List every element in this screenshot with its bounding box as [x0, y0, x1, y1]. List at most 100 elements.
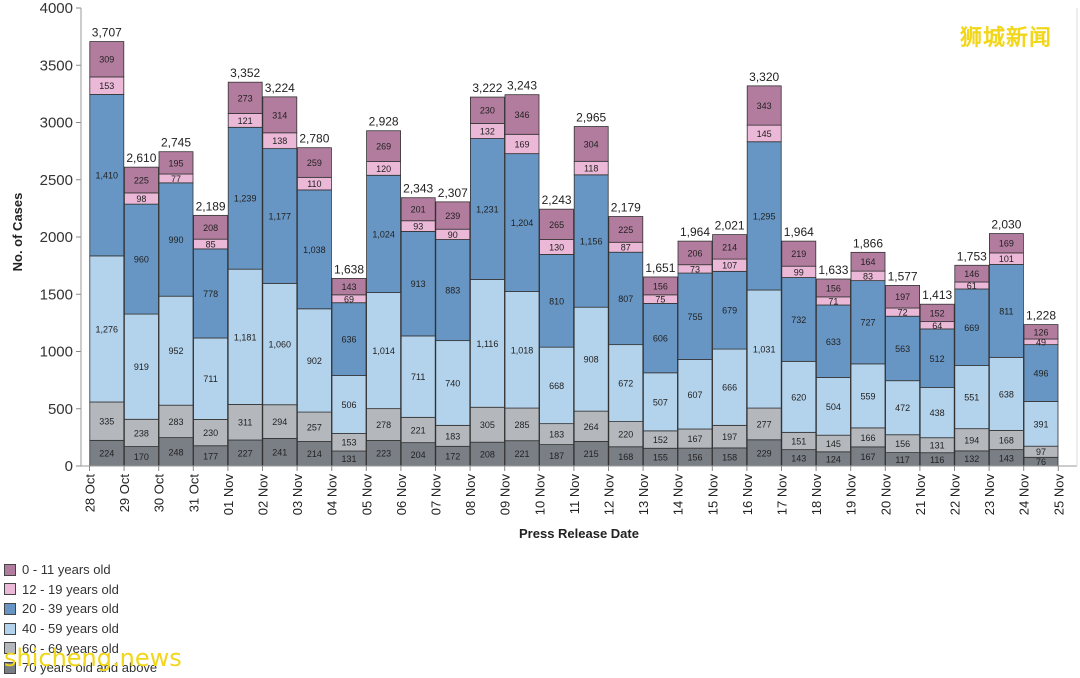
x-tick-label: 09 Nov — [498, 474, 513, 516]
segment-label: 264 — [584, 422, 599, 432]
segment-label: 269 — [376, 142, 391, 152]
segment-label: 229 — [757, 448, 772, 458]
bar-segment — [746, 439, 782, 467]
segment-label: 1,276 — [96, 324, 119, 334]
segment-label: 153 — [99, 81, 114, 91]
segment-label: 620 — [791, 392, 806, 402]
segment-label: 183 — [549, 430, 564, 440]
segment-label: 107 — [722, 261, 737, 271]
bar-segment — [608, 344, 644, 422]
bar-total-label: 2,179 — [611, 201, 641, 215]
x-tick-label: 20 Nov — [878, 474, 893, 516]
y-tick-label: 1500 — [40, 286, 73, 303]
bar-segment — [89, 401, 125, 441]
bar-segment — [954, 264, 990, 283]
segment-label: 221 — [514, 449, 529, 459]
segment-label: 607 — [687, 390, 702, 400]
segment-label: 563 — [895, 344, 910, 354]
x-tick-label: 22 Nov — [948, 474, 963, 516]
bar-segment — [885, 315, 920, 382]
segment-label: 156 — [826, 283, 841, 293]
segment-label: 195 — [168, 158, 183, 168]
bar-segment — [989, 264, 1024, 358]
segment-label: 952 — [168, 346, 183, 356]
bar-segment — [1023, 324, 1059, 340]
segment-label: 1,014 — [372, 346, 395, 356]
stacked-bar-chart: 224 335 1,276 1,410 153 309 3,707 170 238 919 960 9… — [10, 0, 1078, 541]
bar-segment — [262, 96, 298, 134]
segment-label: 158 — [722, 452, 737, 462]
bar-total-label: 2,030 — [991, 218, 1021, 232]
segment-label: 194 — [964, 435, 979, 445]
segment-label: 168 — [618, 452, 633, 462]
segment-label: 116 — [930, 455, 944, 465]
segment-label: 187 — [549, 451, 564, 461]
bar-segment — [816, 304, 851, 378]
bar-total-label: 1,753 — [957, 249, 987, 263]
segment-label: 172 — [445, 452, 460, 462]
segment-label: 230 — [203, 428, 218, 438]
legend-swatch — [4, 563, 16, 576]
x-tick-label: 08 Nov — [463, 474, 478, 516]
bar-segment — [919, 303, 955, 323]
bar-segment — [400, 197, 436, 222]
segment-label: 1,060 — [269, 340, 292, 350]
x-tick-label: 12 Nov — [602, 474, 617, 516]
segment-label: 990 — [168, 235, 183, 245]
segment-label: 227 — [238, 449, 253, 459]
y-tick-label: 3000 — [40, 115, 73, 132]
bar-total-label: 3,224 — [265, 81, 295, 95]
segment-label: 496 — [1033, 369, 1048, 379]
segment-label: 506 — [341, 400, 356, 410]
segment-label: 778 — [203, 289, 218, 299]
segment-label: 1,031 — [753, 345, 776, 355]
bar-total-label: 2,021 — [715, 219, 745, 233]
bar-total-label: 2,745 — [161, 136, 191, 150]
segment-label: 156 — [653, 281, 668, 291]
x-tick-label: 01 Nov — [221, 474, 236, 516]
bar-total-label: 3,352 — [230, 66, 260, 80]
segment-label: 666 — [722, 383, 737, 393]
x-tick-label: 28 Oct — [83, 474, 98, 513]
bar-segment — [816, 377, 851, 436]
bar-segment — [885, 285, 920, 309]
legend-item: 0 - 11 years old — [4, 560, 157, 580]
segment-label: 201 — [411, 205, 426, 215]
bar-segment — [435, 201, 471, 230]
segment-label: 273 — [238, 93, 253, 103]
legend-label: 70 years old and above — [22, 660, 158, 676]
bar-segment — [608, 421, 644, 448]
bar-segment — [885, 380, 920, 436]
bar-segment — [262, 438, 298, 467]
segment-label: 167 — [860, 452, 875, 462]
bar-segment — [539, 346, 574, 425]
segment-label: 170 — [134, 452, 149, 462]
segment-label: 121 — [238, 116, 253, 126]
legend-item: 12 - 19 years old — [4, 580, 157, 600]
segment-label: 76 — [1036, 457, 1046, 467]
bar-total-label: 1,651 — [645, 261, 675, 275]
segment-label: 143 — [999, 453, 1014, 463]
segment-label: 183 — [445, 431, 460, 441]
segment-label: 883 — [445, 286, 460, 296]
bar-segment — [296, 308, 332, 413]
segment-label: 120 — [376, 164, 391, 174]
bar-segment — [124, 203, 159, 315]
bar-total-label: 2,610 — [126, 151, 156, 165]
segment-label: 1,156 — [580, 237, 603, 247]
bar-segment — [400, 230, 436, 337]
segment-label: 807 — [618, 294, 633, 304]
segment-label: 49 — [1036, 337, 1046, 347]
segment-label: 143 — [791, 453, 806, 463]
bar-total-label: 2,307 — [438, 186, 468, 200]
segment-label: 740 — [445, 378, 460, 388]
y-tick-label: 1000 — [40, 344, 73, 361]
segment-label: 220 — [618, 430, 633, 440]
x-axis-label: Press Release Date — [519, 526, 639, 541]
bar-segment — [89, 41, 125, 78]
bar-segment — [816, 278, 851, 298]
segment-label: 919 — [134, 362, 149, 372]
x-tick-label: 11 Nov — [567, 474, 582, 515]
segment-label: 606 — [653, 334, 668, 344]
segment-label: 214 — [307, 449, 322, 459]
